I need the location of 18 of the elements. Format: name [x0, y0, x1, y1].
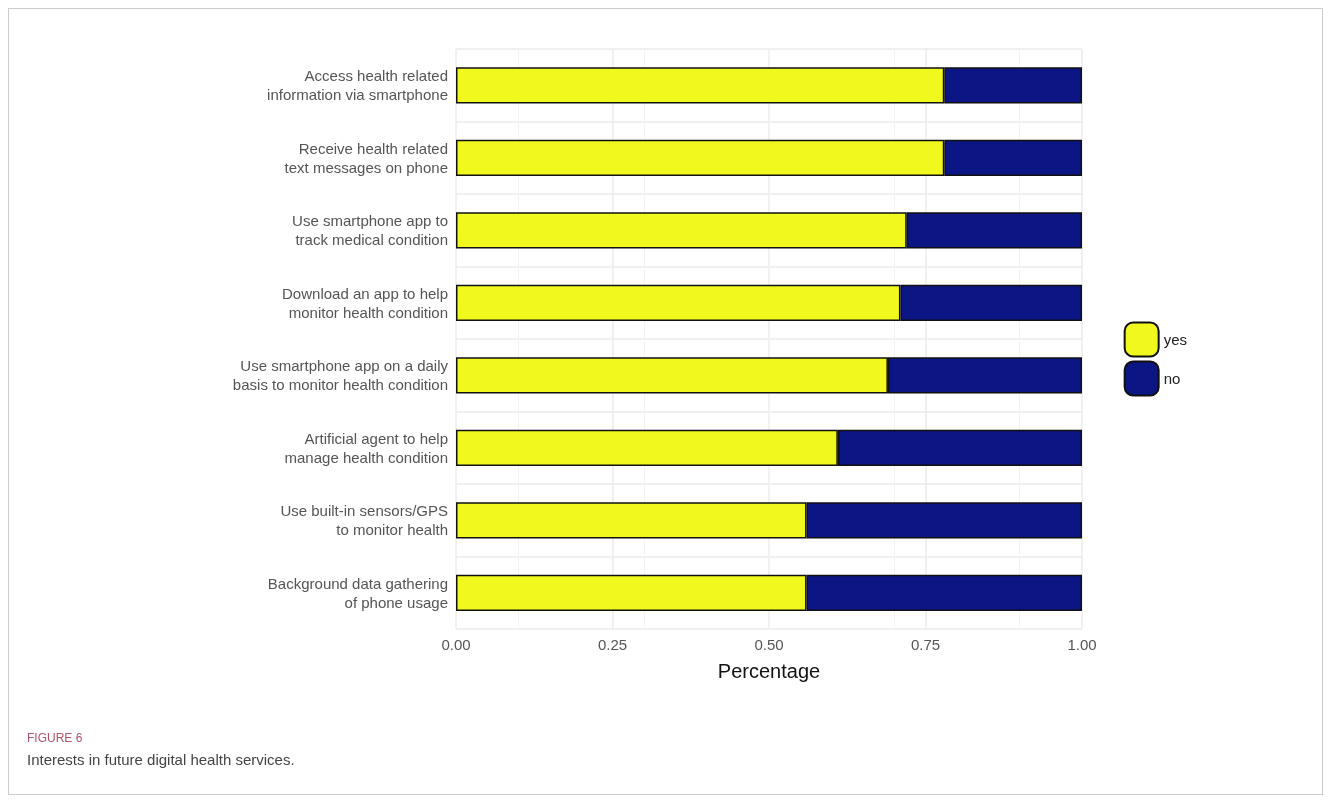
y-tick-label: Background data gathering of phone usage [267, 574, 448, 611]
x-tick-label: 0.50 [754, 636, 784, 653]
y-tick-label: Artificial agent to help manage health condition [284, 429, 448, 466]
y-tick-label: Use built-in sensors/GPS to monitor health [280, 502, 448, 539]
x-axis-title: Percentage [717, 660, 821, 682]
y-tick-label: Use smartphone app on a daily basis to monitor health condition [232, 357, 449, 394]
legend-label: no [1163, 370, 1181, 387]
y-tick-label: Receive health related text messages on phone [284, 139, 448, 176]
caption: FIGURE 6 [27, 731, 84, 745]
text: Interests in future digital health services. [27, 751, 295, 768]
x-tick-label: 1.00 [1067, 636, 1097, 653]
y-tick-label: Use smartphone app to track medical condition [292, 212, 448, 249]
x-tick-label: 0.25 [597, 636, 628, 653]
legend-label: yes [1163, 331, 1187, 348]
y-tick-label: Access health related information via smartphone [267, 67, 448, 104]
x-tick-label: 0.75 [910, 636, 941, 653]
x-tick-label: 0.00 [441, 636, 471, 653]
y-tick-label: Download an app to help monitor health condition [282, 284, 448, 321]
